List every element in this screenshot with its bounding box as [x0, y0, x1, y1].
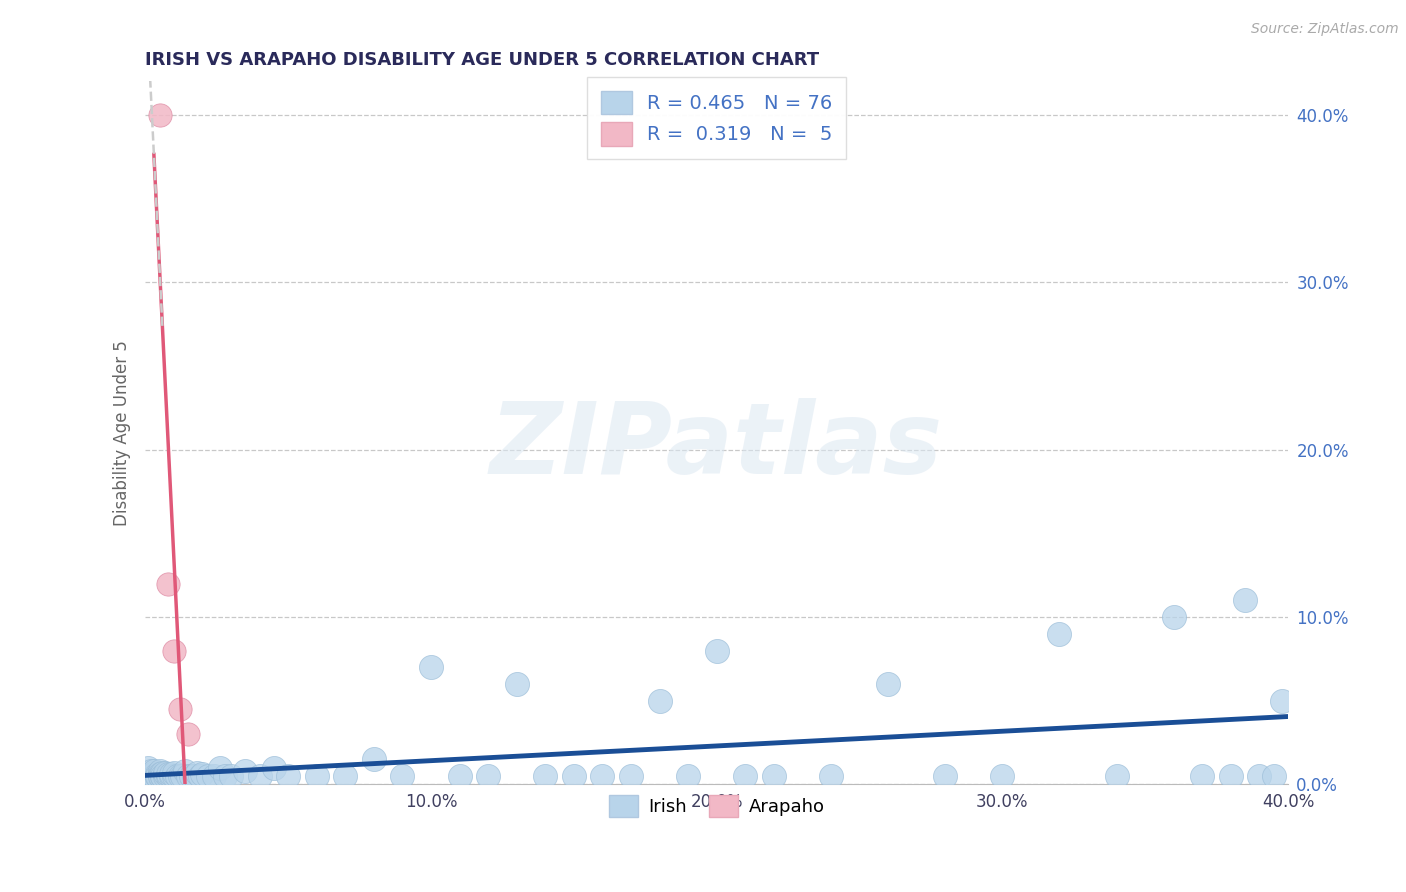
Point [183, 769, 205, 783]
Point [157, 767, 180, 781]
Point [188, 769, 211, 783]
Point [160, 767, 183, 781]
Point [820, 769, 842, 783]
Point [420, 660, 443, 674]
Text: ZIPatlas: ZIPatlas [491, 399, 943, 495]
Point [1163, 610, 1185, 624]
Point [152, 769, 174, 783]
Point [534, 769, 557, 783]
Point [163, 643, 186, 657]
Point [214, 769, 236, 783]
Point [734, 769, 756, 783]
Point [676, 769, 699, 783]
Point [219, 769, 242, 783]
Point [145, 769, 167, 783]
Point [249, 769, 271, 783]
Point [391, 769, 413, 783]
Point [335, 769, 357, 783]
Point [233, 764, 256, 778]
Point [1263, 769, 1285, 783]
Point [505, 677, 527, 691]
Point [155, 767, 177, 781]
Point [363, 752, 385, 766]
Point [155, 765, 177, 780]
Text: Source: ZipAtlas.com: Source: ZipAtlas.com [1251, 22, 1399, 37]
Point [142, 765, 165, 780]
Point [149, 767, 172, 781]
Point [139, 764, 162, 778]
Point [706, 643, 728, 657]
Legend: Irish, Arapaho: Irish, Arapaho [602, 789, 832, 824]
Point [1049, 627, 1071, 641]
Point [152, 765, 174, 780]
Point [142, 764, 165, 778]
Point [620, 769, 643, 783]
Point [157, 769, 180, 783]
Point [166, 769, 188, 783]
Point [169, 702, 191, 716]
Point [136, 769, 159, 783]
Point [263, 761, 285, 775]
Point [160, 769, 183, 783]
Point [149, 769, 172, 783]
Point [208, 761, 231, 775]
Point [139, 769, 162, 783]
Point [155, 769, 177, 783]
Point [145, 767, 167, 781]
Text: IRISH VS ARAPAHO DISABILITY AGE UNDER 5 CORRELATION CHART: IRISH VS ARAPAHO DISABILITY AGE UNDER 5 … [145, 51, 820, 69]
Point [149, 764, 172, 778]
Point [169, 769, 191, 783]
Point [145, 769, 167, 783]
Point [177, 769, 200, 783]
Point [172, 769, 194, 783]
Point [197, 769, 219, 783]
Point [305, 769, 328, 783]
Point [163, 765, 186, 780]
Point [648, 694, 671, 708]
Point [1105, 769, 1128, 783]
Point [136, 761, 159, 775]
Point [139, 769, 162, 783]
Point [149, 108, 172, 122]
Point [991, 769, 1014, 783]
Point [202, 769, 225, 783]
Point [186, 765, 208, 780]
Point [277, 769, 299, 783]
Point [152, 769, 174, 783]
Point [1191, 769, 1213, 783]
Point [591, 769, 613, 783]
Point [934, 769, 956, 783]
Point [562, 769, 585, 783]
Point [449, 769, 471, 783]
Point [177, 727, 200, 741]
Point [174, 764, 197, 778]
Point [163, 769, 186, 783]
Point [157, 576, 180, 591]
Y-axis label: Disability Age Under 5: Disability Age Under 5 [114, 340, 131, 525]
Point [877, 677, 900, 691]
Point [191, 767, 214, 781]
Point [142, 769, 165, 783]
Point [1219, 769, 1241, 783]
Point [762, 769, 785, 783]
Point [477, 769, 499, 783]
Point [1249, 769, 1271, 783]
Point [149, 769, 172, 783]
Point [1234, 593, 1257, 607]
Point [180, 769, 202, 783]
Point [1271, 694, 1294, 708]
